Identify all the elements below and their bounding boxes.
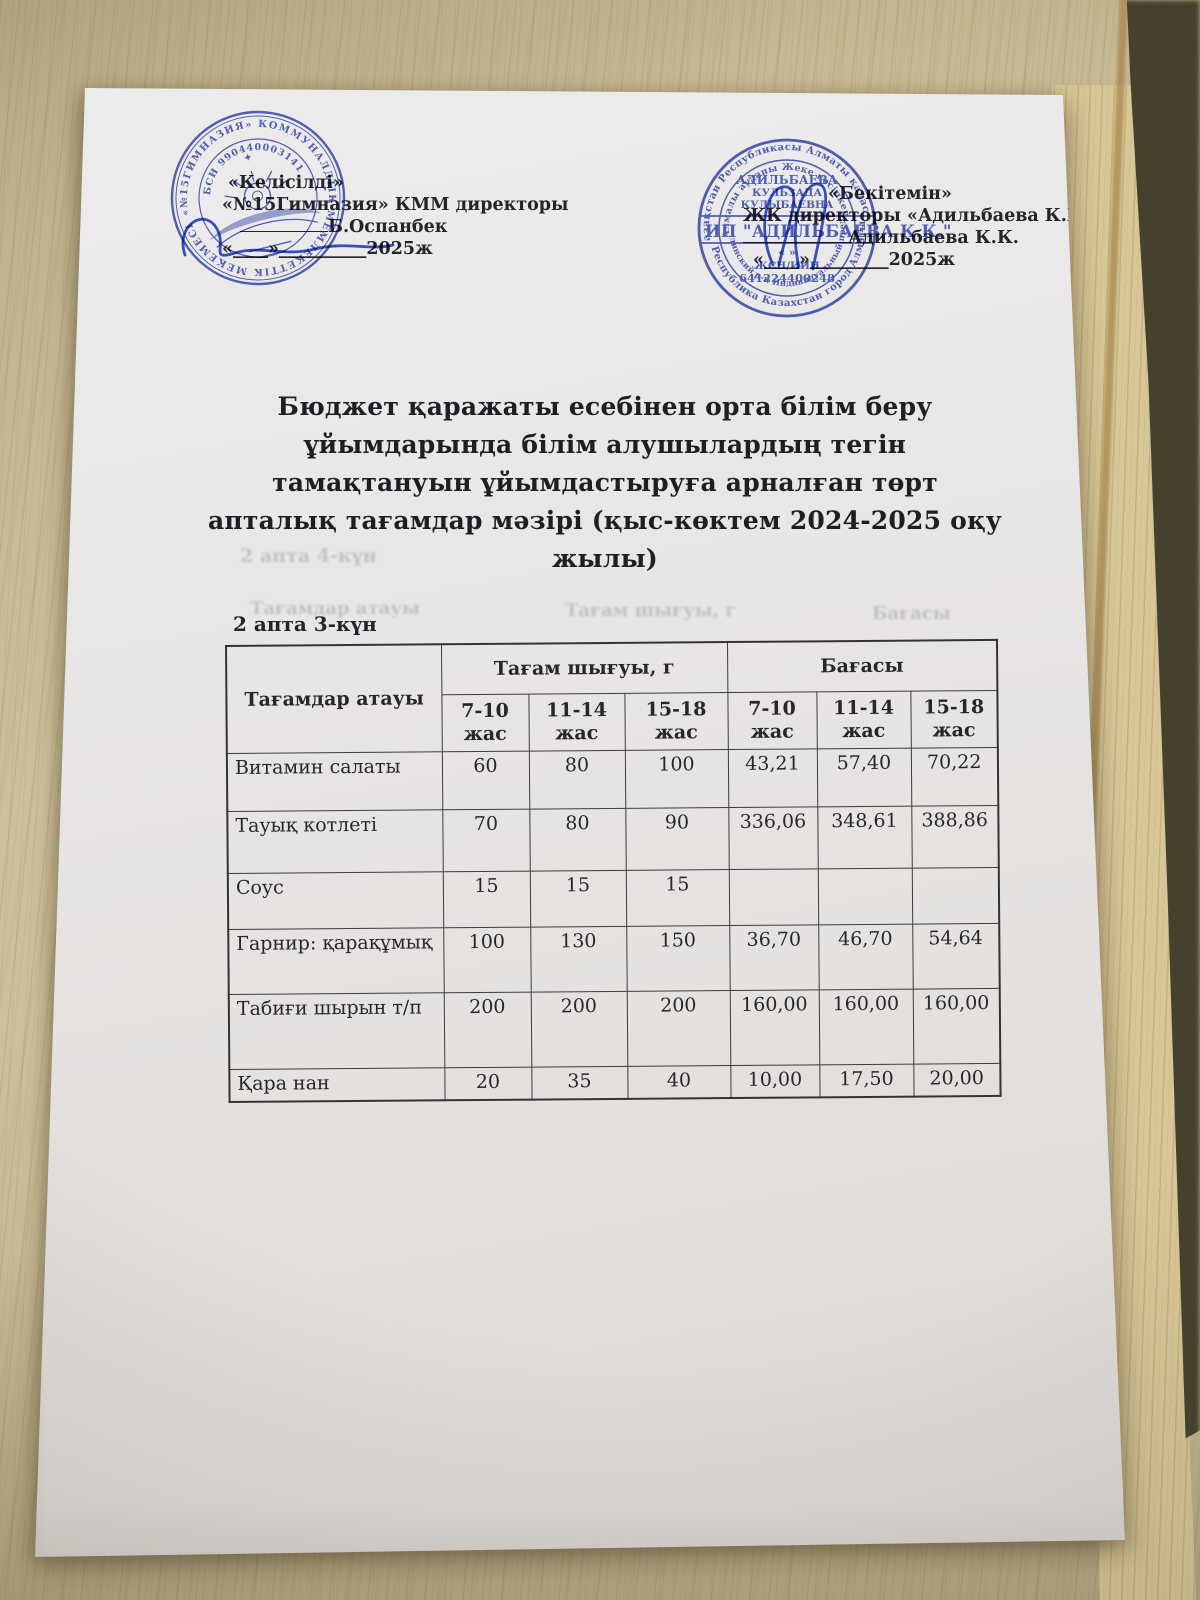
header-age-3: 7-10 жас — [727, 691, 817, 750]
cell-value: 15 — [529, 869, 627, 927]
stamp-banner-text: ИП "АДИЛЬБАЕВА К.К." — [705, 222, 952, 241]
cell-value: 388,86 — [911, 804, 999, 868]
cell-value: 100 — [624, 749, 729, 808]
approval-right-name: Адильбаева К.К. — [848, 228, 1019, 248]
signature-blank-line — [240, 217, 328, 232]
cell-value: 200 — [530, 990, 628, 1067]
cell-value: 80 — [528, 749, 626, 809]
document-title: Бюджет қаражаты есебінен орта білім беру… — [208, 392, 1002, 573]
table-row: Соус 15 15 15 — [227, 866, 1000, 929]
header-dish-name: Тағамдар атауы — [226, 644, 442, 753]
svg-text:✦: ✦ — [242, 150, 254, 165]
table-row: Қара нан 20 35 40 10,00 17,50 20,00 — [229, 1062, 1001, 1102]
approval-right-line1: «Бекітемін» — [828, 184, 952, 204]
cell-value: 130 — [530, 925, 627, 992]
cell-value: 15 — [442, 870, 531, 928]
ghost-label: 2 апта 4-күн — [240, 545, 377, 567]
header-age-1: 11-14 жас — [528, 692, 625, 751]
table-header-groups-row: Тағамдар атауы Тағам шығуы, г Бағасы — [226, 639, 998, 753]
cell-value — [728, 868, 819, 926]
cell-value: 57,40 — [816, 747, 912, 807]
cell-value: 43,21 — [727, 748, 818, 808]
header-age-0: 7-10 жас — [441, 693, 529, 752]
stamp-banner-lines — [699, 215, 875, 244]
cell-value: 20 — [444, 1066, 532, 1101]
cell-value: 10,00 — [730, 1064, 820, 1099]
cell-value: 150 — [626, 925, 730, 991]
dish-name: Тауық котлеті — [227, 809, 443, 873]
cell-value: 36,70 — [729, 924, 819, 991]
cell-value: 200 — [626, 990, 731, 1066]
menu-table: Тағамдар атауы Тағам шығуы, г Бағасы 7-1… — [225, 638, 1002, 1103]
cell-value: 17,50 — [819, 1063, 914, 1098]
cell-value: 100 — [443, 926, 531, 993]
cell-value: 46,70 — [818, 923, 913, 990]
school-round-stamp: «№15ГИМНАЗИЯ» КОММУНАЛДЫҚ МЕМЛЕКЕТТІК МЕ… — [141, 88, 354, 298]
header-age-2: 15-18 жас — [624, 692, 728, 750]
approval-right-date: «____»_________2025ж — [753, 250, 956, 270]
cell-value — [911, 866, 1000, 924]
header-portion-grams: Тағам шығуы, г — [441, 642, 728, 695]
section-label: 2 апта 3-күн — [233, 612, 377, 636]
cell-value: 90 — [625, 807, 729, 870]
table-row: Витамин салаты 60 80 100 43,21 57,40 70,… — [226, 746, 999, 811]
dish-name: Витамин салаты — [226, 751, 443, 811]
stamp-id-value: 641224400248 — [739, 271, 835, 285]
dish-name: Соус — [227, 871, 444, 929]
approval-left-signature-line: Б.Оспанбек — [222, 216, 522, 238]
table-row: Тауық котлеті 70 80 90 336,06 348,61 388… — [227, 804, 999, 873]
entrepreneur-round-stamp: Қазақстан Республикасы Алматы қаласы Рес… — [674, 115, 952, 322]
approval-left-line1: «Келісілді» — [228, 173, 344, 193]
approval-left-name: Б.Оспанбек — [328, 217, 448, 237]
cell-value: 70 — [442, 808, 530, 872]
header-price: Бағасы — [726, 639, 998, 693]
table-row: Табиғи шырын т/п 200 200 200 160,00 160,… — [228, 987, 1001, 1069]
approval-right-line2: ЖК директоры «Адильбаева К.К.» — [743, 206, 1100, 226]
ghost-col3: Бағасы — [872, 603, 951, 624]
ghost-col2: Тағам шығуы, г — [565, 600, 737, 621]
cell-value — [817, 867, 913, 925]
cell-value: 40 — [627, 1065, 731, 1099]
cell-value: 54,64 — [912, 922, 1000, 989]
cell-value: 35 — [531, 1065, 628, 1100]
cell-value: 336,06 — [728, 806, 818, 870]
ghost-col1: Тағамдар атауы — [250, 598, 420, 619]
cell-value: 160,00 — [912, 987, 1001, 1064]
cell-value: 15 — [625, 869, 730, 926]
kazakhstan-emblem-icon: ✦ — [208, 150, 322, 259]
table-row: Гарнир: қарақұмық 100 130 150 36,70 46,7… — [228, 922, 1000, 994]
cell-value: 348,61 — [817, 805, 912, 869]
stamp-owner-patronymic: КУЛЫБАЕВНА — [741, 199, 834, 211]
dish-name: Қара нан — [229, 1067, 445, 1102]
approval-right-block: «Бекітемін» ЖК директоры «Адильбаева К.К… — [735, 183, 1100, 271]
cell-value: 20,00 — [913, 1062, 1001, 1097]
cell-value: 160,00 — [729, 989, 820, 1066]
cell-value: 70,22 — [910, 746, 999, 806]
stamp-owner-surname: АДИЛЬБАЕВА — [736, 173, 838, 187]
dish-name: Гарнир: қарақұмық — [228, 927, 444, 994]
header-age-5: 15-18 жас — [910, 689, 998, 748]
header-age-4: 11-14 жас — [816, 690, 911, 749]
signature-right-squiggle — [763, 182, 828, 271]
signature-left-squiggle — [181, 217, 395, 257]
cell-value: 160,00 — [818, 988, 914, 1065]
cell-value: 60 — [441, 750, 530, 810]
stamp-id-label: ЖСН/ИИН — [754, 260, 820, 272]
cell-value: 200 — [443, 991, 532, 1068]
cell-value: 80 — [529, 807, 626, 871]
dish-name: Табиғи шырын т/п — [228, 992, 445, 1069]
